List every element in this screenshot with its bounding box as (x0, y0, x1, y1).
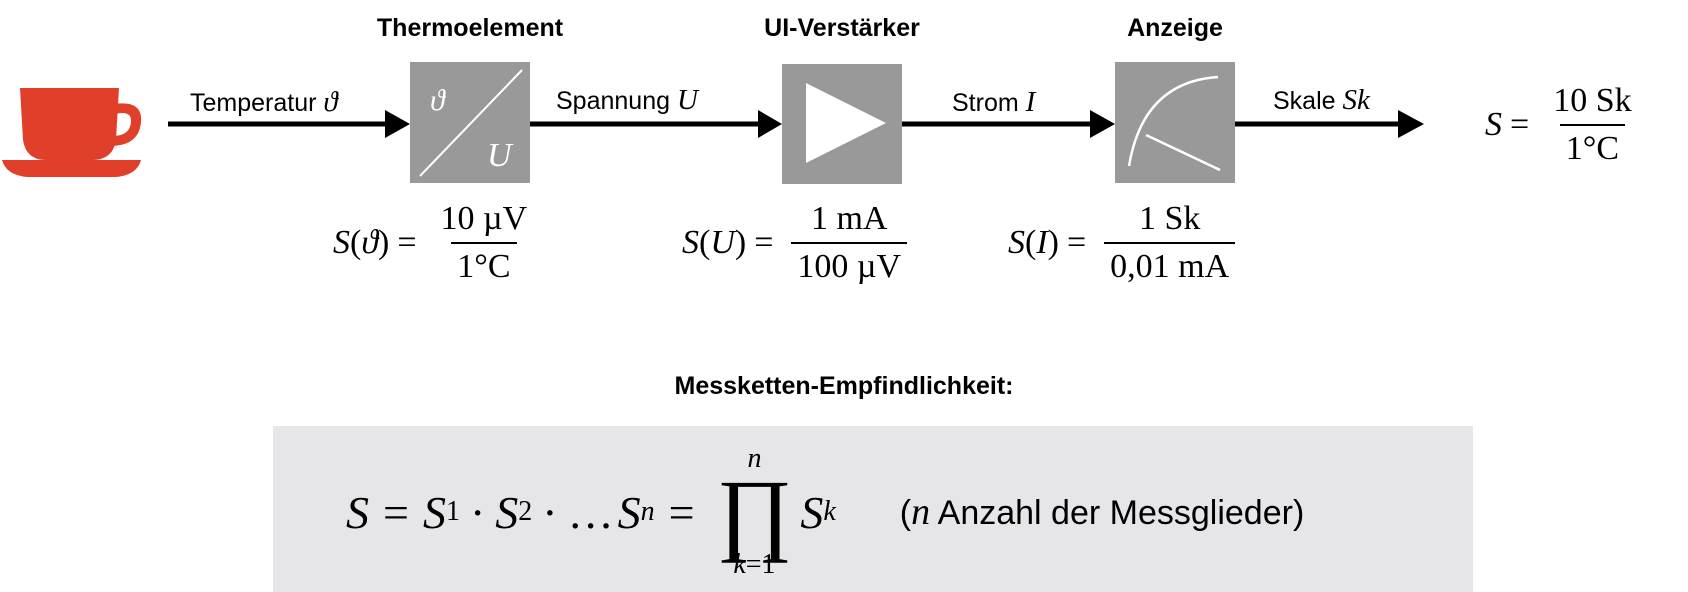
signal-temperature-symbol: ϑ (323, 86, 338, 118)
formula-s2: S (495, 486, 519, 538)
amp-fraction: 1 mA 100 µV (791, 200, 908, 286)
total-lhs-func: S (1485, 106, 1502, 143)
product-lower-limit: k=1 (733, 550, 775, 580)
total-denominator: 1°C (1559, 124, 1626, 168)
amp-equals: = (754, 224, 774, 261)
signal-scale-symbol: Sk (1342, 84, 1370, 116)
analog-gauge-icon (1127, 75, 1221, 172)
display-lhs-var: I (1036, 224, 1048, 261)
signal-scale-label: Skale (1273, 87, 1336, 115)
arrow-current-head (1090, 110, 1115, 138)
signal-scale: Skale Sk (1273, 84, 1370, 117)
display-numerator: 1 Sk (1138, 200, 1201, 237)
signal-temperature: Temperatur ϑ (190, 86, 338, 119)
thermoelement-block: ϑ U (410, 62, 530, 183)
total-equals: = (1510, 106, 1530, 143)
total-fraction: 10 Sk 1°C (1547, 82, 1637, 168)
amp-lhs-func: S (682, 224, 699, 261)
signal-voltage-label: Spannung (556, 87, 671, 115)
formula-dot1: · (469, 486, 486, 538)
formula-sk-sub: k (823, 496, 836, 527)
formula-eq2: = (668, 486, 695, 538)
amplifier-triangle-icon (806, 83, 886, 163)
thermo-top-symbol: ϑ (430, 84, 447, 117)
thermo-denominator: 1°C (451, 242, 517, 286)
note-var: n (911, 491, 931, 533)
formula-sn-sub: n (640, 496, 655, 527)
arrow-temperature-head (385, 110, 410, 138)
display-fraction: 1 Sk 0,01 mA (1104, 200, 1236, 286)
total-numerator: 10 Sk (1553, 82, 1632, 119)
amp-lhs-var: U (710, 224, 735, 261)
sensitivity-amp: S(U) = 1 mA 100 µV (682, 200, 908, 286)
chain-sensitivity-title: Messketten-Empfindlichkeit: (674, 372, 1014, 400)
thermo-fraction: 10 µV 1°C (435, 200, 534, 286)
formula-s2-sub: 2 (518, 496, 533, 527)
amplifier-block (782, 64, 902, 184)
thermo-diagonal (419, 69, 523, 177)
formula-s1-sub: 1 (445, 496, 460, 527)
thermoelement-title: Thermoelement (376, 14, 564, 42)
signal-voltage-symbol: U (676, 84, 698, 116)
thermo-lhs-func: S (333, 224, 350, 261)
product-lower-var: k (733, 549, 746, 580)
thermo-bottom-symbol: U (487, 137, 514, 174)
product-lower-val: =1 (745, 549, 776, 580)
signal-temperature-label: Temperatur (190, 89, 317, 117)
formula-sk: S (800, 486, 824, 538)
display-block (1115, 62, 1235, 183)
sensitivity-thermo: S(ϑ) = 10 µV 1°C (333, 200, 533, 286)
sensitivity-total: S = 10 Sk 1°C (1485, 82, 1638, 168)
formula-sn: S (617, 486, 641, 538)
formula-s1: S (422, 486, 446, 538)
display-title: Anzeige (1127, 14, 1223, 42)
signal-voltage: Spannung U (556, 84, 698, 117)
teacup-icon (2, 88, 142, 177)
arrow-scale-head (1398, 110, 1424, 138)
display-lhs-func: S (1008, 224, 1025, 261)
formula-note: (n Anzahl der Messglieder) (899, 491, 1305, 533)
chain-formula-box (273, 426, 1473, 592)
thermo-lhs-var: ϑ (361, 224, 379, 261)
signal-current-label: Strom (952, 89, 1019, 117)
thermo-equals: = (397, 224, 417, 261)
display-equals: = (1066, 224, 1087, 261)
display-denominator: 0,01 mA (1104, 242, 1236, 286)
signal-current: Strom I (952, 86, 1035, 119)
thermo-numerator: 10 µV (440, 200, 528, 237)
signal-arrows (168, 110, 1424, 138)
product-upper-limit: n (747, 443, 762, 474)
formula-dot2: · (542, 486, 558, 538)
sensitivity-display: S(I) = 1 Sk 0,01 mA (1008, 200, 1236, 286)
note-text: Anzahl der Messglieder (937, 494, 1293, 532)
amp-numerator: 1 mA (810, 200, 888, 237)
product-operator: n ∏ k=1 (717, 444, 793, 580)
formula-ellipsis: … (567, 486, 614, 538)
arrow-voltage-head (758, 110, 782, 138)
amp-denominator: 100 µV (791, 242, 908, 286)
signal-current-symbol: I (1025, 86, 1036, 118)
formula-s: S (346, 486, 369, 538)
product-symbol: ∏ (716, 461, 793, 563)
formula-eq1: = (383, 486, 409, 538)
amplifier-title: UI-Verstärker (764, 14, 920, 42)
